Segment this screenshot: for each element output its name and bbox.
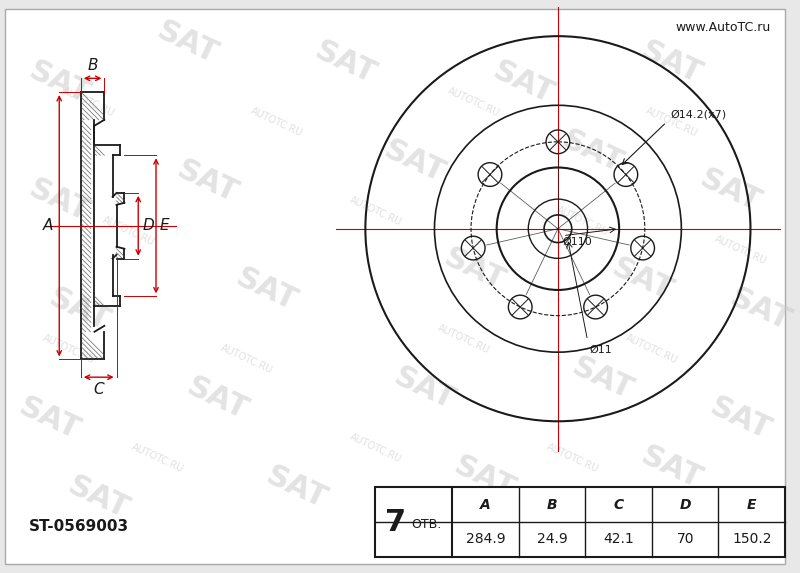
Text: AUTOTC.RU: AUTOTC.RU [644, 105, 699, 139]
Text: 42.1: 42.1 [603, 532, 634, 546]
Text: A: A [480, 498, 491, 512]
Text: SAT: SAT [44, 283, 114, 336]
Text: SAT: SAT [558, 125, 628, 178]
Text: Ø110: Ø110 [563, 237, 593, 246]
Text: C: C [94, 382, 104, 397]
Text: SAT: SAT [14, 392, 85, 445]
Text: SAT: SAT [567, 352, 638, 406]
Text: SAT: SAT [24, 174, 94, 227]
Text: SAT: SAT [380, 135, 450, 189]
Text: A: A [43, 218, 54, 233]
Text: Ø11: Ø11 [590, 346, 612, 355]
Text: SAT: SAT [726, 283, 795, 336]
Text: SAT: SAT [636, 36, 706, 89]
Text: AUTOTC.RU: AUTOTC.RU [348, 195, 403, 227]
Text: SAT: SAT [390, 362, 460, 415]
Text: AUTOTC.RU: AUTOTC.RU [130, 441, 186, 474]
Text: 7: 7 [385, 508, 406, 536]
Text: AUTOTC.RU: AUTOTC.RU [249, 105, 304, 139]
Bar [375, 488, 785, 556]
Text: AUTOTC.RU: AUTOTC.RU [219, 343, 274, 375]
Text: E: E [160, 218, 170, 233]
Text: SAT: SAT [64, 470, 134, 524]
Text: SAT: SAT [182, 372, 252, 425]
Text: Ø14.2(x7): Ø14.2(x7) [670, 109, 726, 119]
Text: SAT: SAT [261, 461, 331, 514]
Text: AUTOTC.RU: AUTOTC.RU [713, 234, 768, 267]
Text: AUTOTC.RU: AUTOTC.RU [348, 431, 403, 464]
Text: E: E [747, 498, 757, 512]
Text: 24.9: 24.9 [537, 532, 567, 546]
Text: AUTOTC.RU: AUTOTC.RU [545, 441, 600, 474]
Text: C: C [614, 498, 624, 512]
Text: SAT: SAT [310, 36, 381, 89]
Text: SAT: SAT [153, 17, 222, 70]
Text: B: B [546, 498, 558, 512]
Text: SAT: SAT [636, 441, 706, 494]
Text: AUTOTC.RU: AUTOTC.RU [555, 205, 610, 237]
Text: SAT: SAT [706, 392, 776, 445]
Text: SAT: SAT [439, 244, 509, 297]
Text: SAT: SAT [606, 253, 677, 307]
Text: AUTOTC.RU: AUTOTC.RU [437, 323, 492, 356]
Text: ОТВ.: ОТВ. [410, 519, 441, 532]
Text: B: B [87, 58, 98, 73]
Text: SAT: SAT [488, 56, 558, 109]
Text: 150.2: 150.2 [732, 532, 771, 546]
Text: 70: 70 [677, 532, 694, 546]
Text: SAT: SAT [172, 155, 242, 208]
Text: AUTOTC.RU: AUTOTC.RU [62, 86, 117, 119]
Text: 284.9: 284.9 [466, 532, 506, 546]
Text: D: D [142, 218, 154, 233]
Text: ST-0569003: ST-0569003 [29, 520, 129, 535]
Text: AUTOTC.RU: AUTOTC.RU [101, 214, 156, 247]
Text: AUTOTC.RU: AUTOTC.RU [446, 86, 502, 119]
Text: SAT: SAT [449, 451, 519, 504]
Text: www.AutoTC.ru: www.AutoTC.ru [675, 21, 770, 34]
Text: AUTOTC.RU: AUTOTC.RU [42, 333, 97, 366]
Text: SAT: SAT [231, 263, 302, 317]
Text: SAT: SAT [695, 164, 766, 218]
Text: AUTOTC.RU: AUTOTC.RU [624, 333, 679, 366]
Text: SAT: SAT [24, 56, 94, 109]
Text: D: D [679, 498, 691, 512]
